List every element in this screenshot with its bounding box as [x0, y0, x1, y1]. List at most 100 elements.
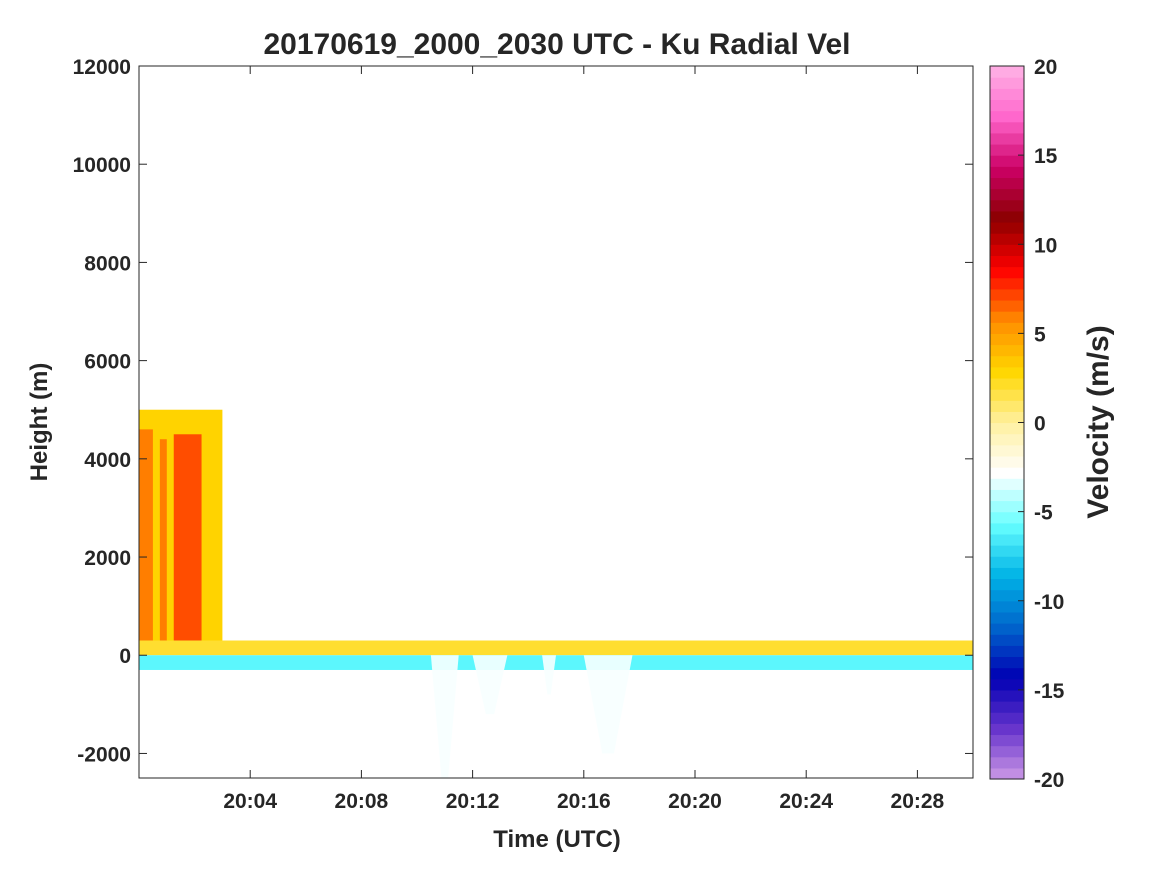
colorbar-segment: [990, 166, 1024, 179]
x-tick-label: 20:12: [446, 790, 500, 813]
colorbar-segment: [990, 99, 1024, 112]
colorbar-segment: [990, 667, 1024, 680]
x-tick-label: 20:04: [223, 790, 277, 813]
colorbar-tick-label: 0: [1034, 413, 1046, 436]
colorbar-tick-label: -20: [1034, 769, 1064, 792]
x-tick-label: 20:24: [779, 790, 833, 813]
y-tick-label: 12000: [73, 56, 131, 79]
colorbar-segment: [990, 522, 1024, 535]
colorbar-segment: [990, 110, 1024, 123]
colorbar-segment: [990, 244, 1024, 256]
colorbar-segment: [990, 66, 1024, 78]
colorbar-tick-label: 15: [1034, 145, 1058, 168]
colorbar-segment: [990, 556, 1024, 568]
colorbar-segment: [990, 745, 1024, 758]
colorbar-segment: [990, 177, 1024, 190]
downward-plume-1: [430, 655, 459, 778]
colorbar-tick-label: -15: [1034, 680, 1065, 703]
colorbar-segment: [990, 489, 1024, 502]
colorbar-segment: [990, 712, 1024, 724]
plot-frame: [138, 65, 974, 779]
colorbar-segment: [990, 500, 1024, 513]
fall-streak-3: [173, 434, 202, 641]
colorbar-segment: [990, 132, 1024, 145]
colorbar-segment: [990, 333, 1024, 346]
y-tick-label: 6000: [84, 351, 131, 374]
fall-streak-1: [139, 429, 153, 641]
colorbar-segment: [990, 411, 1024, 424]
colorbar-segment: [990, 277, 1024, 290]
y-axis-label: Height (m): [26, 363, 53, 482]
colorbar-tick-label: 20: [1034, 56, 1057, 79]
colorbar-segment: [990, 322, 1024, 334]
x-tick-label: 20:20: [668, 790, 722, 813]
colorbar-segment: [990, 455, 1024, 468]
colorbar-segment: [990, 77, 1024, 89]
colorbar-segment: [990, 255, 1024, 268]
fall-streak-2: [159, 439, 167, 641]
colorbar-segment: [990, 210, 1024, 223]
colorbar-segment: [990, 199, 1024, 212]
x-tick-label: 20:16: [557, 790, 611, 813]
colorbar-segment: [990, 611, 1024, 624]
y-tick-label: 4000: [84, 449, 131, 472]
colorbar-label: Velocity (m/s): [1082, 325, 1115, 518]
y-tick-label: -2000: [77, 743, 131, 766]
colorbar-gradient: [990, 66, 1024, 780]
colorbar-segment: [990, 88, 1024, 101]
colorbar-segment: [990, 656, 1024, 669]
colorbar-segment: [990, 143, 1024, 156]
colorbar-segment: [990, 645, 1024, 658]
surface-negative-band: [139, 655, 973, 670]
y-tick-label: 10000: [73, 154, 131, 177]
colorbar-segment: [990, 723, 1024, 736]
y-axis: -2000 0 2000 4000 6000 8000 10000 12000: [73, 56, 973, 766]
colorbar-segment: [990, 634, 1024, 646]
x-axis-label: Time (UTC): [493, 826, 621, 853]
y-tick-label: 0: [119, 645, 131, 668]
colorbar-segment: [990, 266, 1024, 279]
colorbar-segment: [990, 533, 1024, 546]
colorbar-segment: [990, 288, 1024, 301]
colorbar-segment: [990, 389, 1024, 401]
colorbar-segment: [990, 344, 1024, 357]
colorbar-segment: [990, 311, 1024, 323]
y-tick-label: 2000: [84, 547, 131, 570]
colorbar-segment: [990, 400, 1024, 412]
chart-title: 20170619_2000_2030 UTC - Ku Radial Vel: [263, 28, 850, 61]
colorbar-segment: [990, 578, 1024, 591]
colorbar-segment: [990, 121, 1024, 134]
colorbar-segment: [990, 545, 1024, 557]
colorbar-segment: [990, 467, 1024, 479]
colorbar-segment: [990, 689, 1024, 702]
colorbar-tick-label: -10: [1034, 591, 1064, 614]
colorbar-segment: [990, 734, 1024, 747]
downward-plume-2: [472, 655, 508, 715]
colorbar-segment: [990, 511, 1024, 524]
colorbar-segment: [990, 355, 1024, 368]
x-axis: 20:04 20:08 20:12 20:16 20:20 20:24 20:28: [223, 66, 945, 813]
colorbar-segment: [990, 221, 1024, 234]
colorbar-segment: [990, 233, 1024, 245]
colorbar-segment: [990, 422, 1024, 435]
radial-velocity-field: [139, 409, 973, 778]
y-tick-label: 8000: [84, 252, 131, 275]
x-tick-label: 20:08: [335, 790, 389, 813]
colorbar-segment: [990, 366, 1024, 379]
colorbar-segment: [990, 701, 1024, 713]
colorbar-tick-label: -5: [1034, 502, 1053, 525]
colorbar-segment: [990, 623, 1024, 635]
colorbar-segment: [990, 678, 1024, 691]
colorbar-segment: [990, 377, 1024, 390]
colorbar-segment: [990, 600, 1024, 613]
colorbar-segment: [990, 188, 1024, 201]
colorbar-segment: [990, 478, 1024, 490]
colorbar-segment: [990, 756, 1024, 769]
colorbar-segment: [990, 444, 1024, 457]
plot-area: 20:04 20:08 20:12 20:16 20:20 20:24 20:28 -200…: [73, 56, 974, 813]
colorbar-tick-label: 10: [1034, 234, 1057, 257]
colorbar-tick-label: 5: [1034, 323, 1046, 346]
downward-plume-3: [542, 655, 556, 695]
colorbar-segment: [990, 567, 1024, 580]
